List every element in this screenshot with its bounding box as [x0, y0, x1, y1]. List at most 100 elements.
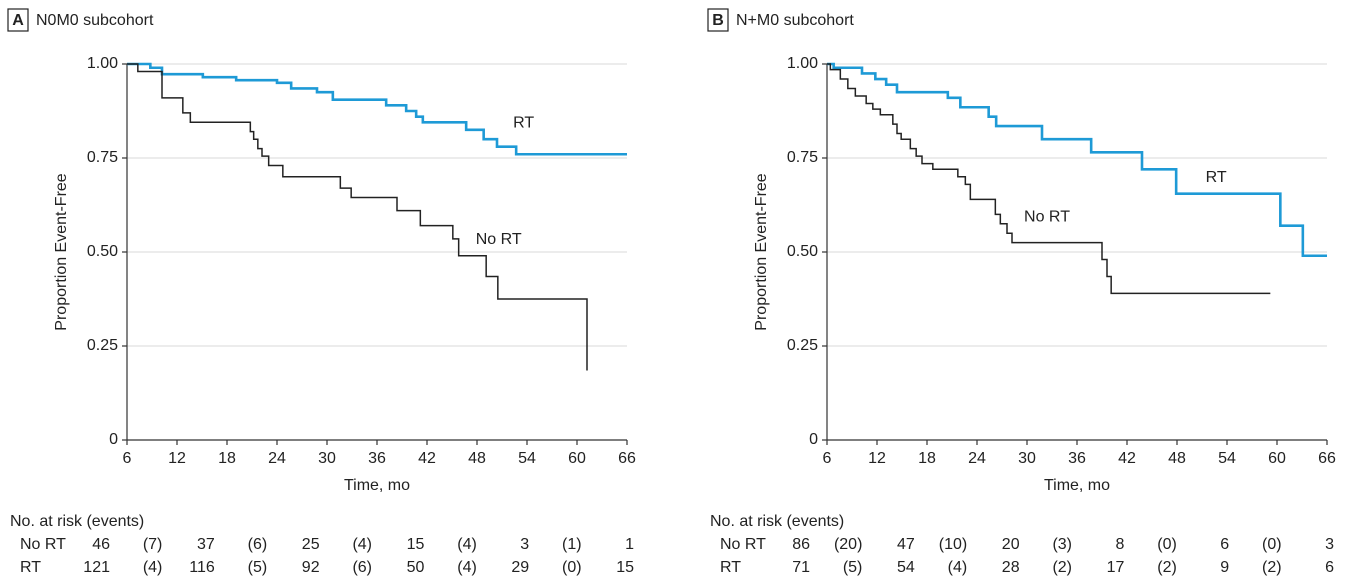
at-risk-cell: (10): [939, 536, 967, 553]
chart-title: N+M0 subcohort: [736, 12, 854, 29]
at-risk-cell: (4): [143, 559, 163, 576]
x-tick-label: 6: [823, 450, 832, 467]
at-risk-cell: 116: [189, 559, 215, 576]
at-risk-cell: (6): [248, 536, 268, 553]
at-risk-row-label: No RT: [720, 536, 766, 553]
curve-label: RT: [1206, 169, 1227, 186]
at-risk-title: No. at risk (events): [10, 513, 144, 530]
survival-curve: [827, 62, 1327, 258]
survival-curve: [827, 63, 1271, 295]
panel-badge: [707, 8, 729, 32]
y-tick-label: 1.00: [787, 55, 818, 72]
x-tick-label: 30: [318, 450, 336, 467]
at-risk-cell: (20): [834, 536, 862, 553]
at-risk-cell: (0): [1157, 536, 1177, 553]
y-axis-label: Proportion Event-Free: [753, 173, 770, 331]
x-tick-label: 18: [218, 450, 236, 467]
x-tick-label: 24: [268, 450, 286, 467]
at-risk-cell: 1: [625, 536, 634, 553]
curve-label: No RT: [1024, 208, 1070, 225]
x-tick-label: 42: [1118, 450, 1136, 467]
x-tick-label: 36: [1068, 450, 1086, 467]
at-risk-cell: (0): [562, 559, 582, 576]
panel-letter: B: [712, 12, 724, 29]
panel-letter: A: [12, 12, 24, 29]
at-risk-cell: 28: [1002, 559, 1020, 576]
at-risk-cell: 92: [302, 559, 320, 576]
at-risk-cell: (5): [843, 559, 863, 576]
at-risk-cell: (2): [1052, 559, 1072, 576]
x-tick-label: 54: [518, 450, 536, 467]
at-risk-cell: (4): [948, 559, 968, 576]
x-tick-label: 66: [618, 450, 636, 467]
at-risk-cell: 3: [1325, 536, 1334, 553]
at-risk-cell: (5): [248, 559, 268, 576]
at-risk-cell: (0): [1262, 536, 1282, 553]
x-tick-label: 48: [1168, 450, 1186, 467]
x-tick-label: 30: [1018, 450, 1036, 467]
at-risk-cell: 20: [1002, 536, 1020, 553]
at-risk-cell: 71: [792, 559, 810, 576]
at-risk-cell: 9: [1220, 559, 1229, 576]
at-risk-cell: 25: [302, 536, 320, 553]
at-risk-cell: (4): [457, 559, 477, 576]
x-axis-label: Time, mo: [1044, 477, 1110, 494]
at-risk-cell: 6: [1325, 559, 1334, 576]
at-risk-cell: (6): [352, 559, 372, 576]
curve-label: RT: [513, 114, 534, 131]
y-tick-label: 0.75: [787, 149, 818, 166]
y-tick-label: 0: [109, 431, 118, 448]
at-risk-cell: 29: [511, 559, 529, 576]
at-risk-cell: (2): [1262, 559, 1282, 576]
y-tick-label: 0.25: [87, 337, 118, 354]
curve-label: No RT: [476, 231, 522, 248]
at-risk-cell: (3): [1052, 536, 1072, 553]
at-risk-cell: (2): [1157, 559, 1177, 576]
at-risk-cell: 6: [1220, 536, 1229, 553]
at-risk-cell: 37: [197, 536, 215, 553]
at-risk-row-label: RT: [720, 559, 741, 576]
at-risk-cell: (7): [143, 536, 163, 553]
at-risk-title: No. at risk (events): [710, 513, 844, 530]
at-risk-cell: 121: [83, 559, 110, 576]
x-axis-label: Time, mo: [344, 477, 410, 494]
at-risk-cell: (1): [562, 536, 582, 553]
y-tick-label: 0: [809, 431, 818, 448]
x-tick-label: 24: [968, 450, 986, 467]
at-risk-cell: 17: [1107, 559, 1125, 576]
y-tick-label: 1.00: [87, 55, 118, 72]
at-risk-cell: 46: [92, 536, 110, 553]
y-tick-label: 0.50: [87, 243, 118, 260]
x-tick-label: 42: [418, 450, 436, 467]
x-tick-label: 12: [168, 450, 186, 467]
at-risk-row-label: No RT: [20, 536, 66, 553]
chart-title: N0M0 subcohort: [36, 12, 154, 29]
at-risk-cell: 3: [520, 536, 529, 553]
x-tick-label: 60: [1268, 450, 1286, 467]
at-risk-cell: (4): [352, 536, 372, 553]
at-risk-cell: 8: [1115, 536, 1124, 553]
y-axis-label: Proportion Event-Free: [53, 173, 70, 331]
survival-curve: [127, 62, 627, 156]
x-tick-label: 6: [123, 450, 132, 467]
x-tick-label: 18: [918, 450, 936, 467]
at-risk-row-label: RT: [20, 559, 41, 576]
x-tick-label: 36: [368, 450, 386, 467]
y-tick-label: 0.75: [87, 149, 118, 166]
x-tick-label: 54: [1218, 450, 1236, 467]
y-tick-label: 0.25: [787, 337, 818, 354]
panel-badge: [7, 8, 29, 32]
at-risk-cell: (4): [457, 536, 477, 553]
x-tick-label: 12: [868, 450, 886, 467]
y-tick-label: 0.50: [787, 243, 818, 260]
x-tick-label: 66: [1318, 450, 1336, 467]
at-risk-cell: 86: [792, 536, 810, 553]
at-risk-cell: 50: [407, 559, 425, 576]
at-risk-cell: 15: [616, 559, 634, 576]
x-tick-label: 60: [568, 450, 586, 467]
x-tick-label: 48: [468, 450, 486, 467]
at-risk-cell: 47: [897, 536, 915, 553]
at-risk-cell: 54: [897, 559, 915, 576]
at-risk-cell: 15: [407, 536, 425, 553]
